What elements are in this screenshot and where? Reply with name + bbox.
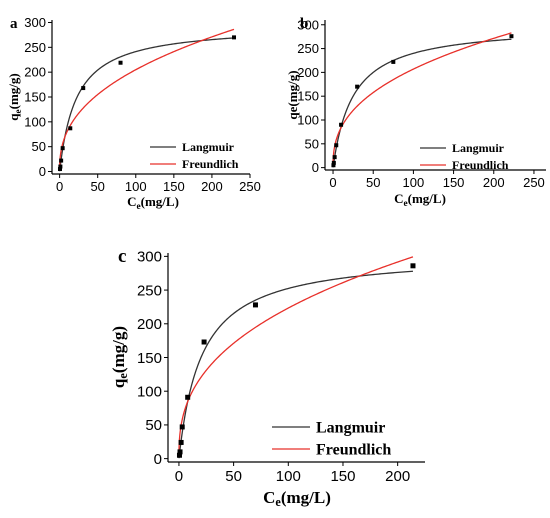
x-tick-label: 200 <box>483 175 505 190</box>
y-tick-label: 150 <box>137 350 162 367</box>
y-axis-title: qe(mg/g) <box>285 70 300 119</box>
x-tick-label: 50 <box>90 179 104 194</box>
data-point <box>68 126 73 131</box>
data-point <box>179 424 185 430</box>
y-tick-label: 100 <box>24 114 46 129</box>
y-tick-label: 50 <box>145 417 162 434</box>
x-tick-label: 50 <box>225 468 242 485</box>
y-tick-label: 0 <box>39 164 46 179</box>
data-point <box>252 302 258 308</box>
data-point <box>355 84 360 89</box>
data-point <box>339 122 344 127</box>
x-tick-label: 0 <box>329 175 336 190</box>
x-tick-label: 0 <box>56 179 63 194</box>
series-line-freundlich <box>332 32 512 163</box>
data-point <box>60 146 65 151</box>
y-tick-label: 100 <box>297 113 319 128</box>
data-point <box>118 60 123 65</box>
data-point <box>81 86 86 91</box>
panel-b: 0 50 100 150 200 250 0 50 100 150 200 250 300 Ce(mg/L… <box>285 16 546 209</box>
data-point <box>391 59 396 64</box>
y-tick-label: 200 <box>297 65 319 80</box>
data-point <box>177 449 183 455</box>
y-tick-label: 0 <box>312 160 319 175</box>
legend-label: Freundlich <box>316 442 391 459</box>
x-tick-label: 250 <box>239 179 261 194</box>
x-tick-label: 150 <box>443 175 465 190</box>
data-point <box>201 339 207 345</box>
data-point <box>331 163 336 168</box>
data-point <box>176 452 182 458</box>
data-point <box>57 167 62 172</box>
data-point <box>334 143 339 148</box>
x-tick-label: 0 <box>175 468 183 485</box>
x-tick-label: 100 <box>403 175 425 190</box>
legend-label: Langmuir <box>316 420 385 437</box>
legend-label: Langmuir <box>182 140 235 154</box>
panel-c: 0 50 100 150 200 0 50 100 150 200 250 300 Ce(mg/L) qe… <box>109 246 425 509</box>
y-axis-title: qe(mg/g) <box>109 326 130 388</box>
data-point <box>185 394 191 400</box>
y-tick-label: 200 <box>24 65 46 80</box>
data-point <box>332 155 337 160</box>
y-tick-label: 50 <box>305 136 319 151</box>
x-tick-label: 100 <box>125 179 147 194</box>
y-tick-label: 250 <box>24 40 46 55</box>
x-tick-label: 50 <box>366 175 380 190</box>
y-tick-label: 150 <box>24 90 46 105</box>
panel-letter: b <box>300 16 308 32</box>
y-tick-label: 50 <box>32 139 46 154</box>
series-line-langmuir <box>178 270 414 459</box>
y-tick-label: 150 <box>297 89 319 104</box>
x-tick-label: 200 <box>385 468 410 485</box>
data-point <box>178 439 184 445</box>
y-tick-label: 200 <box>137 316 162 333</box>
panel-a: 0 50 100 150 200 250 0 50 100 150 200 250 300 Ce(mg/L… <box>6 15 261 212</box>
series-line-langmuir <box>59 37 235 172</box>
y-tick-label: 250 <box>297 41 319 56</box>
x-tick-label: 200 <box>201 179 223 194</box>
series-line-freundlich <box>178 256 414 451</box>
data-point <box>509 34 514 39</box>
x-tick-label: 250 <box>523 175 545 190</box>
y-tick-label: 250 <box>137 282 162 299</box>
x-tick-label: 100 <box>276 468 301 485</box>
y-tick-label: 300 <box>24 15 46 30</box>
y-axis-title: qe(mg/g) <box>6 73 24 121</box>
x-axis-title: Ce(mg/L) <box>394 191 446 209</box>
x-axis-title: Ce(mg/L) <box>127 194 179 212</box>
data-point <box>232 35 237 40</box>
y-tick-label: 300 <box>297 17 319 32</box>
y-tick-label: 100 <box>137 383 162 400</box>
data-point <box>58 164 63 169</box>
legend-label: Langmuir <box>452 141 505 155</box>
y-tick-label: 300 <box>137 249 162 266</box>
data-point <box>59 158 64 163</box>
legend-label: Freundlich <box>182 157 239 171</box>
y-tick-label: 0 <box>154 451 162 468</box>
legend-label: Freundlich <box>452 158 509 172</box>
panel-letter: a <box>10 16 18 32</box>
panel-letter: c <box>118 246 126 267</box>
x-axis-title: Ce(mg/L) <box>263 488 331 509</box>
data-point <box>410 263 416 269</box>
data-point <box>331 160 336 165</box>
x-tick-label: 150 <box>330 468 355 485</box>
x-tick-label: 150 <box>163 179 185 194</box>
